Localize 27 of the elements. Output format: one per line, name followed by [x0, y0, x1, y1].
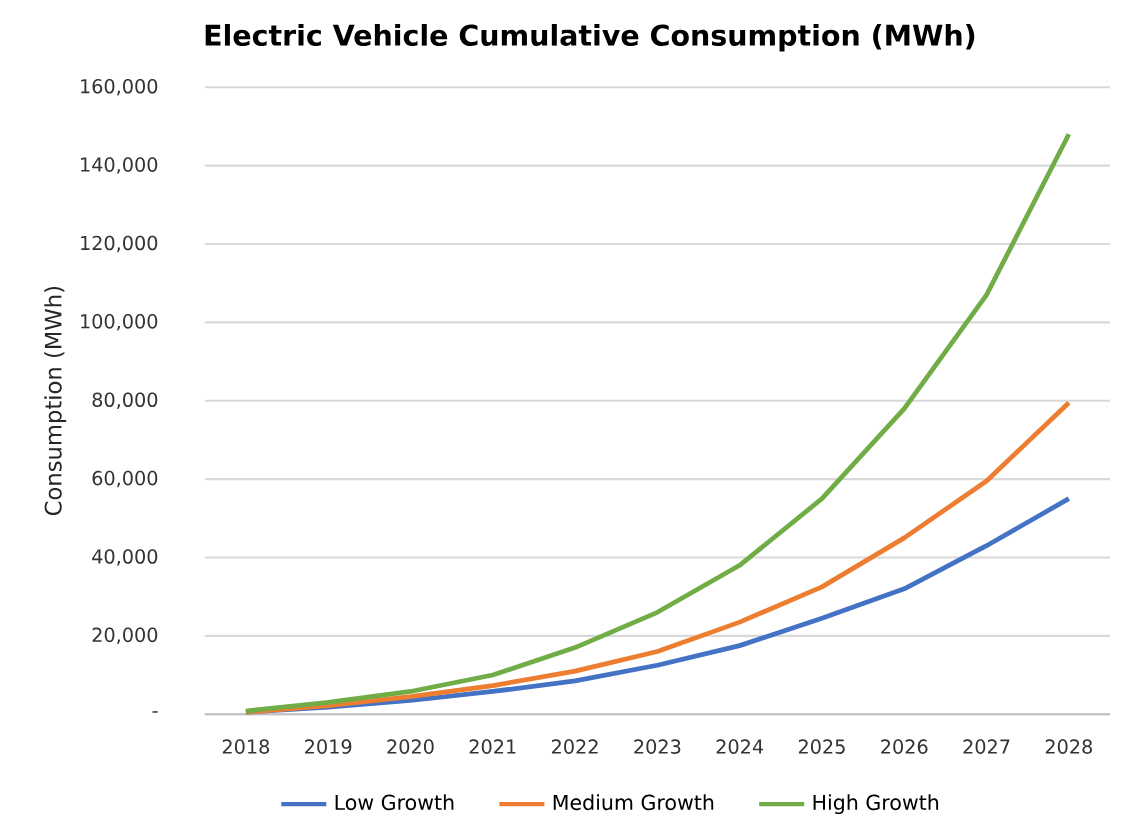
- x-tick-label: 2024: [716, 739, 764, 754]
- x-tick-label: 2027: [963, 739, 1010, 754]
- y-tick-label: 160,000: [81, 78, 158, 96]
- legend-label: Medium Growth: [553, 794, 714, 811]
- x-tick-label: 2026: [881, 739, 928, 754]
- x-tick-label: 2023: [634, 739, 681, 754]
- x-tick-label: 2020: [387, 739, 434, 754]
- x-tick-label: 2028: [1045, 739, 1092, 754]
- y-tick-label: 140,000: [81, 157, 158, 174]
- y-tick-label: 80,000: [92, 392, 158, 409]
- y-tick-label: -: [152, 711, 158, 713]
- x-tick-label: 2022: [552, 739, 598, 754]
- y-tick-label: 100,000: [81, 314, 158, 331]
- x-tick-label: 2021: [469, 739, 516, 754]
- y-tick-label: 60,000: [92, 470, 158, 488]
- y-axis-title: Consumption (MWh): [44, 286, 67, 516]
- line-series: [243, 131, 1072, 714]
- x-tick-label: 2019: [305, 739, 352, 754]
- x-tick-label: 2025: [798, 739, 845, 754]
- chart-title: Electric Vehicle Cumulative Consumption (MWh): [205, 24, 975, 52]
- legend-label: Low Growth: [335, 794, 454, 811]
- x-tick-label: 2018: [222, 739, 270, 754]
- y-tick-label: 20,000: [92, 627, 158, 645]
- legend-label: High Growth: [813, 794, 939, 815]
- y-tick-label: 40,000: [92, 549, 158, 566]
- line-series: [243, 400, 1072, 715]
- y-tick-label: 120,000: [81, 235, 158, 253]
